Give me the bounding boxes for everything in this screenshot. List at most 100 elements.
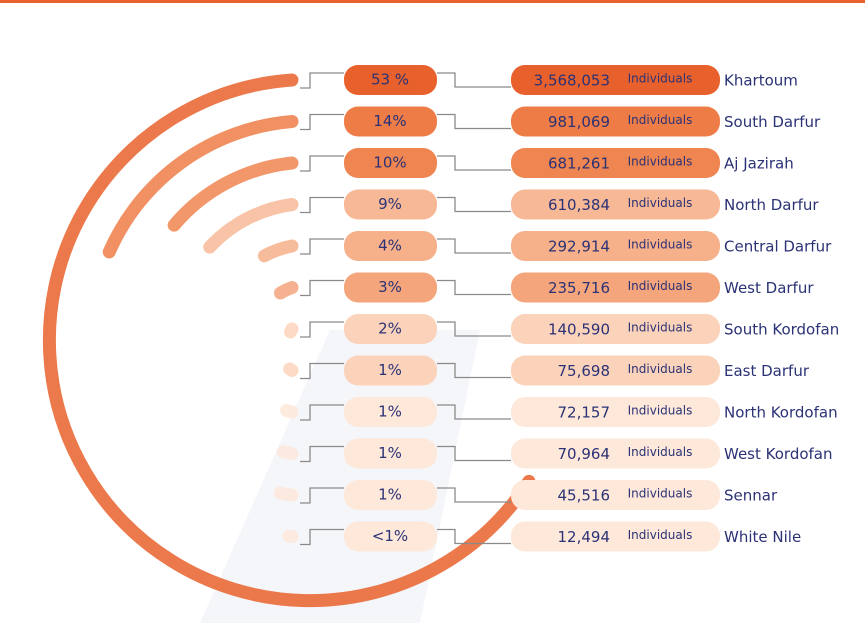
unit-label: Individuals <box>628 528 693 542</box>
count-label: 292,914 <box>548 238 610 256</box>
state-label: White Nile <box>724 528 801 546</box>
percent-label: 10% <box>373 154 406 172</box>
connector <box>300 362 344 380</box>
percent-label: 53 % <box>371 71 409 89</box>
count-pill <box>511 65 720 95</box>
connector <box>300 155 344 172</box>
unit-label: Individuals <box>628 72 693 86</box>
connector <box>300 487 344 504</box>
percent-pill <box>344 148 437 178</box>
connector <box>300 113 344 131</box>
connector <box>437 321 511 337</box>
state-label: West Darfur <box>724 279 814 297</box>
unit-label: Individuals <box>628 404 693 418</box>
count-label: 70,964 <box>558 445 611 463</box>
percent-pill <box>344 480 437 510</box>
count-pill <box>511 231 720 261</box>
count-pill <box>511 148 720 178</box>
connector <box>300 445 344 463</box>
arc-bar <box>203 198 299 254</box>
unit-label: Individuals <box>628 238 693 252</box>
unit-label: Individuals <box>628 196 693 210</box>
state-label: East Darfur <box>724 362 810 380</box>
connector <box>437 528 511 545</box>
count-label: 72,157 <box>558 404 611 422</box>
percent-label: 2% <box>378 320 402 338</box>
percent-label: <1% <box>372 527 408 545</box>
percent-pill <box>344 65 437 95</box>
percent-pill <box>344 521 437 552</box>
connector <box>437 113 511 130</box>
arc-bar <box>280 403 299 419</box>
count-pill <box>511 521 720 552</box>
connector <box>300 72 344 89</box>
state-label: North Darfur <box>724 196 819 214</box>
arc-bar <box>257 239 299 263</box>
count-label: 3,568,053 <box>534 72 610 90</box>
count-pill <box>511 314 720 344</box>
arc-bar <box>273 486 299 502</box>
count-label: 681,261 <box>548 155 610 173</box>
count-pill <box>511 189 720 220</box>
percent-label: 9% <box>378 195 402 213</box>
percent-pill <box>344 355 437 386</box>
connector <box>437 155 511 171</box>
connector <box>437 279 511 296</box>
connector <box>437 362 511 379</box>
count-pill <box>511 272 720 303</box>
count-label: 235,716 <box>548 279 610 297</box>
connector <box>300 279 344 297</box>
state-label: North Kordofan <box>724 404 838 422</box>
state-label: South Darfur <box>724 113 821 131</box>
percent-label: 4% <box>378 237 402 255</box>
unit-label: Individuals <box>628 155 693 169</box>
count-pill <box>511 480 720 510</box>
background-logo <box>200 330 480 623</box>
connector <box>300 404 344 421</box>
connector <box>300 321 344 338</box>
count-pill <box>511 438 720 469</box>
count-label: 610,384 <box>548 196 610 214</box>
connector <box>300 528 344 546</box>
count-label: 12,494 <box>558 528 611 546</box>
count-label: 75,698 <box>558 362 611 380</box>
arc-bar <box>276 445 299 460</box>
connector <box>300 196 344 214</box>
percent-label: 3% <box>378 278 402 296</box>
arc-bar <box>273 281 299 300</box>
state-label: Khartoum <box>724 72 798 90</box>
arc-bar <box>42 73 536 608</box>
count-label: 140,590 <box>548 321 610 339</box>
unit-label: Individuals <box>628 113 693 127</box>
arc-bar <box>102 115 299 259</box>
percent-label: 1% <box>378 486 402 504</box>
count-pill <box>511 355 720 386</box>
percent-pill <box>344 397 437 427</box>
connector <box>437 404 511 420</box>
percent-pill <box>344 189 437 220</box>
connector <box>437 238 511 254</box>
connector <box>437 72 511 88</box>
connector <box>437 487 511 503</box>
percent-pill <box>344 272 437 303</box>
arc-bar <box>167 156 299 232</box>
percent-label: 14% <box>373 112 406 130</box>
unit-label: Individuals <box>628 487 693 501</box>
connector <box>437 196 511 213</box>
percent-pill <box>344 231 437 261</box>
percent-pill <box>344 314 437 344</box>
state-label: South Kordofan <box>724 321 839 339</box>
unit-label: Individuals <box>628 279 693 293</box>
connector <box>300 238 344 255</box>
state-label: Sennar <box>724 487 778 505</box>
count-pill <box>511 106 720 137</box>
unit-label: Individuals <box>628 362 693 376</box>
count-pill <box>511 397 720 427</box>
count-label: 981,069 <box>548 113 610 131</box>
unit-label: Individuals <box>628 321 693 335</box>
percent-label: 1% <box>378 361 402 379</box>
state-label: West Kordofan <box>724 445 833 463</box>
arc-bar <box>284 322 299 339</box>
percent-pill <box>344 438 437 469</box>
